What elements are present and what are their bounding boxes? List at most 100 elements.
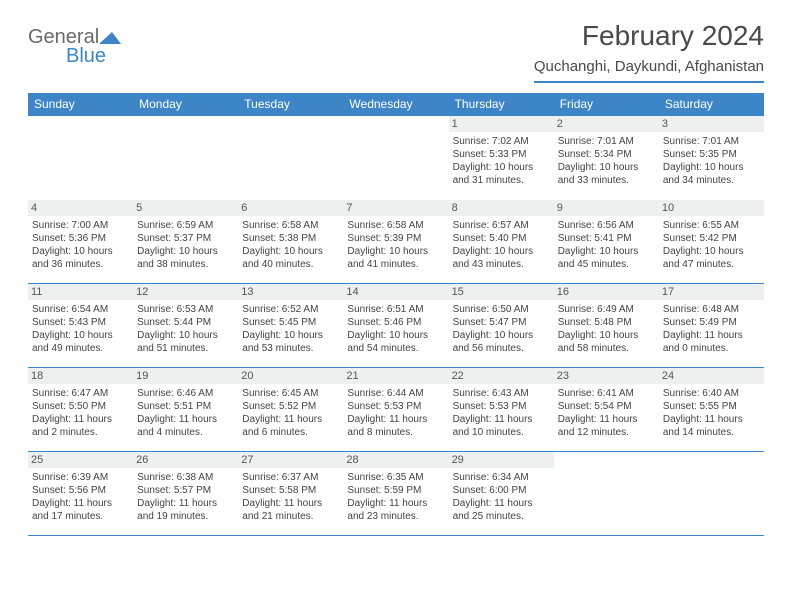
calendar-cell xyxy=(28,116,133,200)
day-header: Tuesday xyxy=(238,93,343,116)
day-detail: and 17 minutes. xyxy=(32,510,129,523)
day-detail: Sunrise: 6:59 AM xyxy=(137,219,234,232)
calendar-cell: 29Sunrise: 6:34 AMSunset: 6:00 PMDayligh… xyxy=(449,452,554,536)
day-number: 2 xyxy=(554,116,659,132)
day-detail: and 19 minutes. xyxy=(137,510,234,523)
day-detail: Daylight: 11 hours xyxy=(347,413,444,426)
calendar-cell: 18Sunrise: 6:47 AMSunset: 5:50 PMDayligh… xyxy=(28,368,133,452)
day-detail: Sunset: 5:58 PM xyxy=(242,484,339,497)
day-detail: and 49 minutes. xyxy=(32,342,129,355)
calendar-cell: 5Sunrise: 6:59 AMSunset: 5:37 PMDaylight… xyxy=(133,200,238,284)
day-header: Thursday xyxy=(449,93,554,116)
day-number: 28 xyxy=(343,452,448,468)
day-detail: and 0 minutes. xyxy=(663,342,760,355)
day-detail: Sunrise: 6:39 AM xyxy=(32,471,129,484)
day-number: 6 xyxy=(238,200,343,216)
calendar-cell: 25Sunrise: 6:39 AMSunset: 5:56 PMDayligh… xyxy=(28,452,133,536)
calendar-cell: 1Sunrise: 7:02 AMSunset: 5:33 PMDaylight… xyxy=(449,116,554,200)
day-number: 14 xyxy=(343,284,448,300)
calendar-cell: 13Sunrise: 6:52 AMSunset: 5:45 PMDayligh… xyxy=(238,284,343,368)
day-detail: Sunrise: 6:38 AM xyxy=(137,471,234,484)
day-number: 4 xyxy=(28,200,133,216)
calendar-cell: 14Sunrise: 6:51 AMSunset: 5:46 PMDayligh… xyxy=(343,284,448,368)
day-detail: Sunrise: 6:46 AM xyxy=(137,387,234,400)
day-detail: Sunrise: 6:56 AM xyxy=(558,219,655,232)
calendar-cell: 15Sunrise: 6:50 AMSunset: 5:47 PMDayligh… xyxy=(449,284,554,368)
header: GeneralBlue February 2024 Quchanghi, Day… xyxy=(28,20,764,83)
calendar-cell xyxy=(659,452,764,536)
page-subtitle: Quchanghi, Daykundi, Afghanistan xyxy=(534,58,764,75)
calendar-week: 1Sunrise: 7:02 AMSunset: 5:33 PMDaylight… xyxy=(28,116,764,200)
day-detail: and 10 minutes. xyxy=(453,426,550,439)
calendar-cell: 6Sunrise: 6:58 AMSunset: 5:38 PMDaylight… xyxy=(238,200,343,284)
day-detail: and 53 minutes. xyxy=(242,342,339,355)
logo-arrow-icon xyxy=(99,31,121,45)
day-detail: Daylight: 10 hours xyxy=(137,329,234,342)
calendar-week: 18Sunrise: 6:47 AMSunset: 5:50 PMDayligh… xyxy=(28,368,764,452)
day-detail: Sunset: 5:44 PM xyxy=(137,316,234,329)
day-detail: Sunrise: 6:35 AM xyxy=(347,471,444,484)
day-number: 5 xyxy=(133,200,238,216)
calendar-cell: 21Sunrise: 6:44 AMSunset: 5:53 PMDayligh… xyxy=(343,368,448,452)
day-detail: Sunrise: 6:57 AM xyxy=(453,219,550,232)
calendar-body: 1Sunrise: 7:02 AMSunset: 5:33 PMDaylight… xyxy=(28,116,764,536)
calendar-cell: 19Sunrise: 6:46 AMSunset: 5:51 PMDayligh… xyxy=(133,368,238,452)
day-detail: Daylight: 10 hours xyxy=(242,245,339,258)
day-number: 11 xyxy=(28,284,133,300)
calendar-week: 25Sunrise: 6:39 AMSunset: 5:56 PMDayligh… xyxy=(28,452,764,536)
day-detail: Daylight: 11 hours xyxy=(347,497,444,510)
day-detail: Daylight: 10 hours xyxy=(242,329,339,342)
page: GeneralBlue February 2024 Quchanghi, Day… xyxy=(0,0,792,546)
day-detail: Sunrise: 6:54 AM xyxy=(32,303,129,316)
day-detail: Sunset: 5:42 PM xyxy=(663,232,760,245)
day-detail: Sunrise: 7:01 AM xyxy=(558,135,655,148)
day-detail: and 38 minutes. xyxy=(137,258,234,271)
day-number: 15 xyxy=(449,284,554,300)
day-detail: and 2 minutes. xyxy=(32,426,129,439)
day-detail: and 21 minutes. xyxy=(242,510,339,523)
calendar-cell xyxy=(133,116,238,200)
day-detail: and 40 minutes. xyxy=(242,258,339,271)
day-detail: Sunrise: 6:52 AM xyxy=(242,303,339,316)
calendar-cell xyxy=(343,116,448,200)
logo: GeneralBlue xyxy=(28,26,121,68)
day-detail: Sunrise: 6:41 AM xyxy=(558,387,655,400)
day-detail: Daylight: 11 hours xyxy=(453,413,550,426)
day-detail: Daylight: 11 hours xyxy=(558,413,655,426)
calendar-cell: 27Sunrise: 6:37 AMSunset: 5:58 PMDayligh… xyxy=(238,452,343,536)
calendar-cell: 23Sunrise: 6:41 AMSunset: 5:54 PMDayligh… xyxy=(554,368,659,452)
day-detail: and 4 minutes. xyxy=(137,426,234,439)
calendar-cell: 7Sunrise: 6:58 AMSunset: 5:39 PMDaylight… xyxy=(343,200,448,284)
day-number: 3 xyxy=(659,116,764,132)
day-detail: Sunset: 5:59 PM xyxy=(347,484,444,497)
day-detail: and 45 minutes. xyxy=(558,258,655,271)
day-detail: Daylight: 10 hours xyxy=(347,245,444,258)
day-detail: Sunset: 5:41 PM xyxy=(558,232,655,245)
calendar-cell: 20Sunrise: 6:45 AMSunset: 5:52 PMDayligh… xyxy=(238,368,343,452)
day-number: 12 xyxy=(133,284,238,300)
day-detail: Daylight: 10 hours xyxy=(663,245,760,258)
day-detail: and 56 minutes. xyxy=(453,342,550,355)
day-header: Friday xyxy=(554,93,659,116)
day-number: 21 xyxy=(343,368,448,384)
calendar-cell: 9Sunrise: 6:56 AMSunset: 5:41 PMDaylight… xyxy=(554,200,659,284)
calendar-cell: 12Sunrise: 6:53 AMSunset: 5:44 PMDayligh… xyxy=(133,284,238,368)
day-detail: Sunrise: 6:49 AM xyxy=(558,303,655,316)
day-detail: Daylight: 10 hours xyxy=(137,245,234,258)
calendar-cell xyxy=(554,452,659,536)
calendar-cell: 16Sunrise: 6:49 AMSunset: 5:48 PMDayligh… xyxy=(554,284,659,368)
day-detail: Sunset: 5:39 PM xyxy=(347,232,444,245)
day-detail: Daylight: 10 hours xyxy=(453,245,550,258)
day-detail: Sunset: 5:53 PM xyxy=(453,400,550,413)
day-detail: and 51 minutes. xyxy=(137,342,234,355)
day-detail: Sunrise: 6:50 AM xyxy=(453,303,550,316)
day-number: 9 xyxy=(554,200,659,216)
day-detail: and 33 minutes. xyxy=(558,174,655,187)
day-detail: Daylight: 11 hours xyxy=(137,497,234,510)
logo-text-blue: Blue xyxy=(66,45,106,68)
day-detail: Daylight: 10 hours xyxy=(32,329,129,342)
day-detail: Sunset: 5:51 PM xyxy=(137,400,234,413)
day-detail: Sunrise: 7:02 AM xyxy=(453,135,550,148)
day-detail: and 12 minutes. xyxy=(558,426,655,439)
day-number: 26 xyxy=(133,452,238,468)
